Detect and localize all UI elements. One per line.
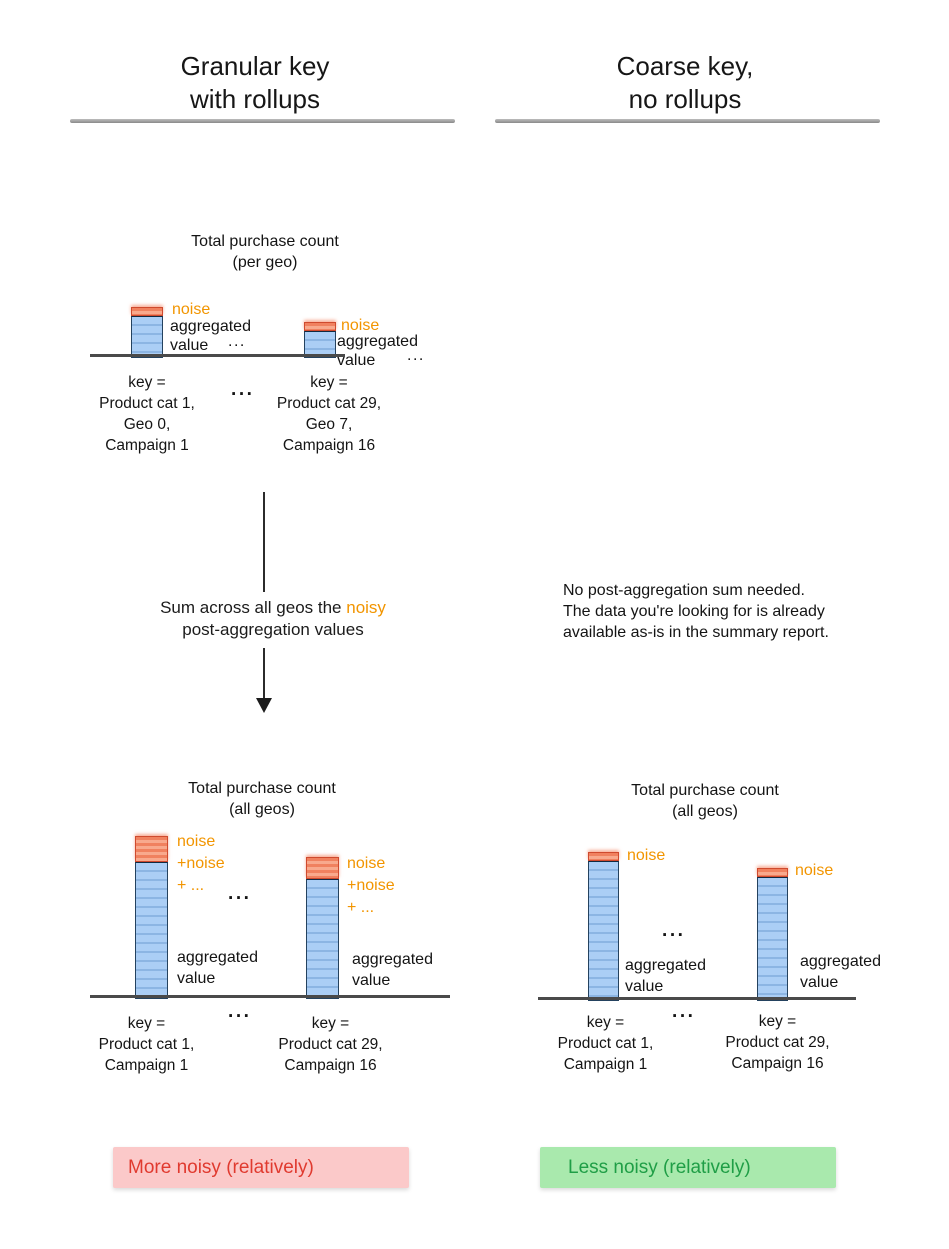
keys-separator: ··· — [231, 384, 255, 405]
axis-line — [90, 995, 450, 998]
bottom-right-chart-title: Total purchase count (all geos) — [631, 782, 779, 820]
arrow-shaft — [263, 492, 265, 592]
noise-cap — [304, 322, 336, 331]
aggregated-value-label: aggregated value — [352, 951, 433, 989]
left-column-rule — [70, 119, 455, 123]
bar-body — [757, 877, 788, 1001]
left-column-title: Granular key with rollups — [180, 51, 330, 114]
bar — [306, 857, 339, 999]
noise-label: noise — [795, 862, 834, 879]
arrow-head-icon — [256, 698, 272, 713]
noise-cap — [757, 868, 788, 877]
ellipsis: ... — [228, 333, 246, 350]
noise-cap — [306, 857, 339, 879]
ellipsis: ... — [407, 347, 425, 364]
bar — [304, 322, 336, 358]
noise-cap — [135, 836, 168, 862]
mid-ellipsis: ··· — [662, 925, 686, 946]
aggregated-value-label: aggregated value — [177, 949, 258, 987]
noise-stack-label: noise +noise + ... — [177, 833, 225, 894]
key-label: key = Product cat 1, Campaign 1 — [98, 1015, 195, 1074]
top-left-chart-title: Total purchase count (per geo) — [191, 233, 339, 271]
sum-instruction: Sum across all geos the noisy post-aggre… — [113, 597, 433, 641]
bar-body — [588, 861, 619, 1001]
right-column-title: Coarse key, no rollups — [616, 51, 754, 114]
bar — [135, 836, 168, 999]
key-label: key = Product cat 29, Geo 7, Campaign 16 — [276, 374, 382, 454]
keys-separator: ··· — [672, 1006, 696, 1027]
aggregated-value-label: aggregated value — [337, 333, 418, 369]
aggregated-value-label: aggregated value — [170, 318, 251, 354]
key-label: key = Product cat 1, Geo 0, Campaign 1 — [99, 374, 195, 454]
key-label: key = Product cat 1, Campaign 1 — [557, 1014, 654, 1073]
bar-body — [131, 316, 163, 358]
key-label: key = Product cat 29, Campaign 16 — [278, 1015, 383, 1074]
sum-instruction-suffix: post-aggregation values — [182, 620, 364, 639]
sum-instruction-noisy: noisy — [346, 598, 386, 617]
arrow-shaft — [263, 648, 265, 700]
bar-body — [135, 862, 168, 999]
bottom-left-chart-title: Total purchase count (all geos) — [188, 780, 336, 818]
key-label: key = Product cat 29, Campaign 16 — [725, 1013, 830, 1072]
bar — [131, 307, 163, 358]
noise-cap — [131, 307, 163, 316]
bar-body — [306, 879, 339, 999]
aggregated-value-label: aggregated value — [625, 957, 706, 995]
keys-separator: ··· — [228, 1006, 252, 1027]
noise-stack-label: noise +noise + ... — [347, 855, 395, 916]
no-sum-note: No post-aggregation sum needed. The data… — [563, 582, 829, 641]
bar — [757, 868, 788, 1001]
noise-label: noise — [172, 301, 211, 318]
bar-body — [304, 331, 336, 358]
bar — [588, 852, 619, 1001]
right-column-rule — [495, 119, 880, 123]
less-noisy-badge: Less noisy (relatively) — [540, 1147, 836, 1188]
noise-label: noise — [341, 317, 380, 334]
aggregated-value-label: aggregated value — [800, 953, 881, 991]
noise-label: noise — [627, 847, 666, 864]
axis-line — [90, 354, 345, 357]
more-noisy-badge: More noisy (relatively) — [113, 1147, 409, 1188]
mid-ellipsis: ··· — [228, 888, 252, 909]
sum-instruction-prefix: Sum across all geos the — [160, 598, 347, 617]
axis-line — [538, 997, 856, 1000]
noise-cap — [588, 852, 619, 861]
